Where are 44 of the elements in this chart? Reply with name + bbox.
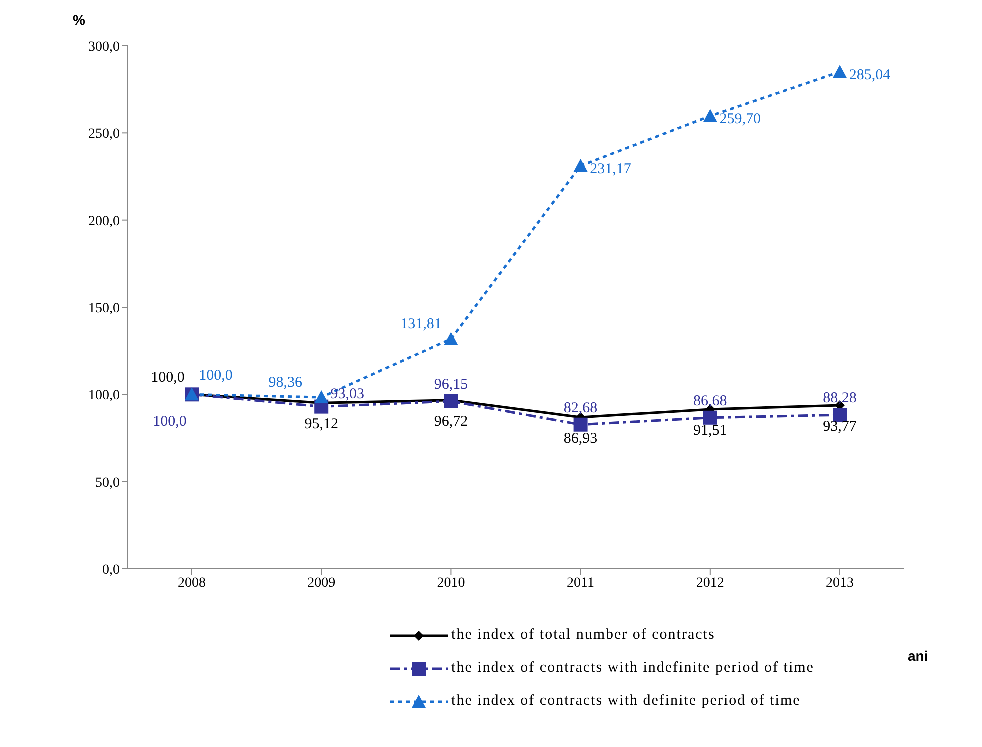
y-tick-label: 200,0 bbox=[88, 214, 120, 230]
data-label: 88,28 bbox=[823, 390, 857, 407]
data-label: 98,36 bbox=[268, 374, 303, 391]
y-tick-label: 250,0 bbox=[88, 127, 120, 142]
data-label: 93,03 bbox=[330, 386, 364, 402]
data-label: 100,0 bbox=[199, 368, 233, 384]
data-label: 96,15 bbox=[434, 376, 468, 393]
point bbox=[444, 332, 458, 346]
y-axis-title: % bbox=[73, 12, 86, 28]
data-label: 93,77 bbox=[823, 418, 858, 435]
y-tick-label: 100,0 bbox=[88, 388, 120, 404]
data-label: 86,68 bbox=[694, 393, 728, 410]
x-tick-label: 2008 bbox=[178, 576, 206, 591]
point bbox=[574, 418, 588, 432]
x-tick-label: 2010 bbox=[437, 576, 466, 591]
data-label: 100,0 bbox=[153, 414, 187, 430]
y-tick-label: 150,0 bbox=[88, 301, 120, 316]
data-label: 100,0 bbox=[151, 370, 185, 386]
legend-label: the index of contracts with indefinite period of time bbox=[452, 660, 814, 677]
legend-label: the index of contracts with definite period of time bbox=[452, 693, 801, 710]
y-tick-label: 300,0 bbox=[88, 40, 120, 55]
x-tick-label: 2009 bbox=[308, 576, 336, 591]
point bbox=[314, 390, 329, 404]
data-label: 91,51 bbox=[694, 422, 728, 439]
point bbox=[833, 65, 847, 78]
data-label: 231,17 bbox=[590, 161, 632, 178]
point bbox=[574, 158, 588, 172]
data-label: 285,04 bbox=[849, 68, 892, 84]
x-tick-label: 2011 bbox=[567, 576, 595, 591]
point bbox=[444, 394, 458, 408]
y-tick-label: 50,0 bbox=[96, 476, 120, 491]
data-label: 259,70 bbox=[720, 112, 762, 128]
y-tick-label: 0,0 bbox=[102, 562, 120, 578]
data-label: 96,72 bbox=[434, 414, 468, 430]
data-label: 86,93 bbox=[564, 430, 598, 447]
x-tick-label: 2013 bbox=[826, 576, 854, 591]
data-label: 131,81 bbox=[400, 316, 442, 333]
data-label: 95,12 bbox=[304, 416, 338, 433]
x-axis-title: ani bbox=[908, 648, 928, 664]
point bbox=[703, 410, 718, 425]
x-tick-label: 2012 bbox=[696, 576, 724, 591]
legend-label: the index of total number of contracts bbox=[452, 627, 716, 644]
data-label: 82,68 bbox=[564, 400, 598, 416]
point bbox=[703, 109, 718, 122]
